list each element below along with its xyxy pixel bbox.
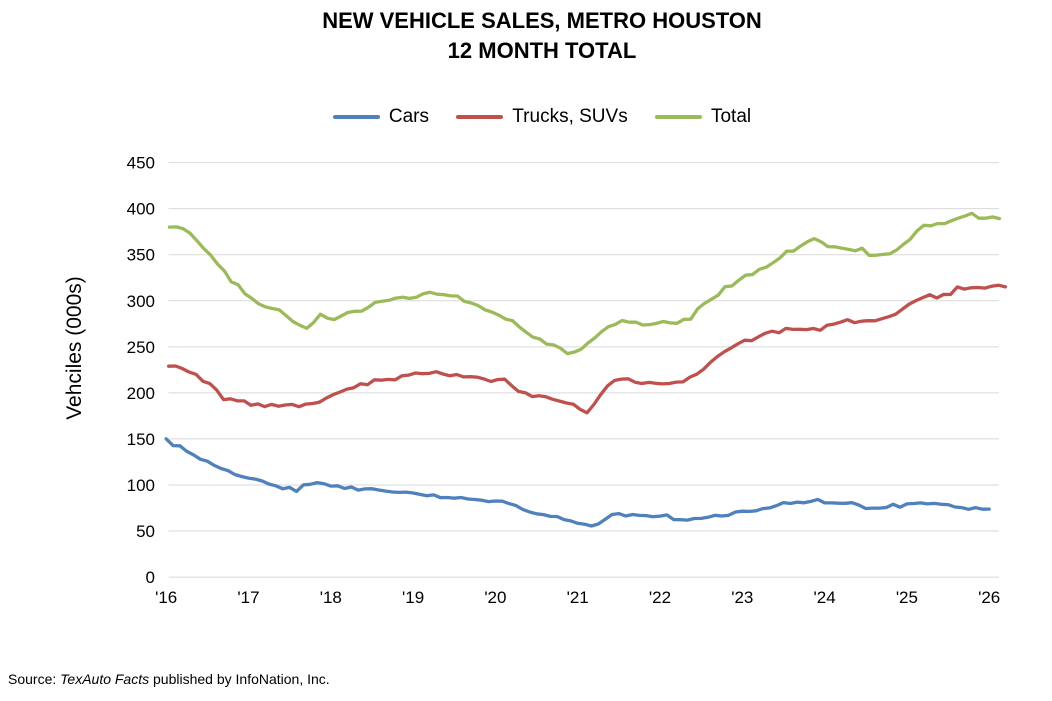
svg-text:300: 300	[127, 292, 155, 311]
svg-text:'26: '26	[978, 588, 1000, 607]
svg-text:450: 450	[127, 154, 155, 173]
svg-text:'16: '16	[155, 588, 177, 607]
svg-text:50: 50	[136, 522, 155, 541]
svg-text:350: 350	[127, 246, 155, 265]
svg-text:200: 200	[127, 384, 155, 403]
svg-text:'17: '17	[237, 588, 259, 607]
svg-text:250: 250	[127, 338, 155, 357]
svg-text:'23: '23	[731, 588, 753, 607]
svg-text:'25: '25	[896, 588, 918, 607]
svg-text:0: 0	[146, 568, 155, 587]
svg-text:'22: '22	[649, 588, 671, 607]
svg-text:'18: '18	[320, 588, 342, 607]
svg-text:'21: '21	[567, 588, 589, 607]
svg-text:150: 150	[127, 430, 155, 449]
svg-text:400: 400	[127, 200, 155, 219]
svg-text:'20: '20	[484, 588, 506, 607]
svg-text:'19: '19	[402, 588, 424, 607]
svg-text:100: 100	[127, 476, 155, 495]
svg-text:'24: '24	[814, 588, 836, 607]
